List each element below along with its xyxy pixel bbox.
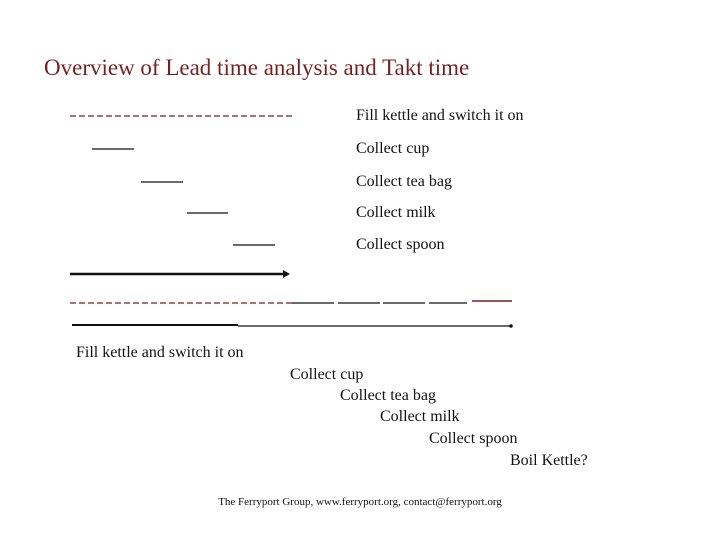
timeline-label-teabag: Collect tea bag <box>340 387 436 404</box>
timeline-label-cup: Collect cup <box>290 366 364 383</box>
timeline-label-milk: Collect milk <box>380 408 460 425</box>
lead-time-arrowhead <box>283 270 290 278</box>
task-label-spoon: Collect spoon <box>356 236 445 253</box>
task-label-teabag: Collect tea bag <box>356 173 452 190</box>
timeline-label-boil: Boil Kettle? <box>510 452 588 469</box>
page-title: Overview of Lead time analysis and Takt … <box>44 55 470 80</box>
timeline-label-kettle: Fill kettle and switch it on <box>76 344 244 361</box>
timeline-end-dot <box>509 324 513 328</box>
task-label-cup: Collect cup <box>356 140 430 157</box>
footer-credit: The Ferryport Group, www.ferryport.org, … <box>218 496 502 508</box>
task-label-milk: Collect milk <box>356 204 436 221</box>
timeline-label-spoon: Collect spoon <box>429 430 518 447</box>
task-label-kettle: Fill kettle and switch it on <box>356 107 524 124</box>
